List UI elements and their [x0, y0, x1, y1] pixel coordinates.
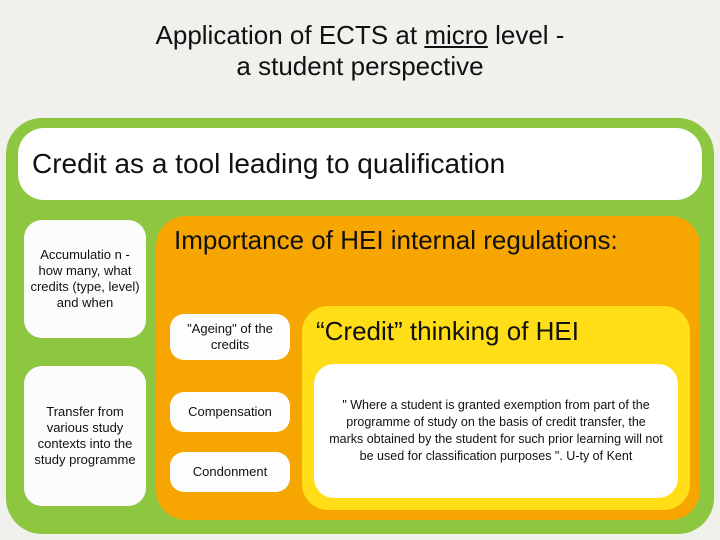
- ageing-text: "Ageing" of the credits: [176, 321, 284, 352]
- compensation-box: Compensation: [170, 392, 290, 432]
- credit-bar-text: Credit as a tool leading to qualificatio…: [32, 148, 505, 180]
- yellow-title: “Credit” thinking of HEI: [302, 306, 690, 347]
- title-post: level -: [488, 20, 565, 50]
- slide-title: Application of ECTS at micro level - a s…: [0, 0, 720, 92]
- orange-panel: Importance of HEI internal regulations: …: [156, 216, 700, 520]
- quote-text: " Where a student is granted exemption f…: [328, 397, 664, 465]
- transfer-text: Transfer from various study contexts int…: [30, 404, 140, 469]
- yellow-panel: “Credit” thinking of HEI " Where a stude…: [302, 306, 690, 510]
- title-line2: a student perspective: [236, 51, 483, 81]
- orange-title: Importance of HEI internal regulations:: [174, 226, 682, 256]
- condonment-box: Condonment: [170, 452, 290, 492]
- accumulation-text: Accumulatio n - how many, what credits (…: [30, 247, 140, 312]
- transfer-box: Transfer from various study contexts int…: [24, 366, 146, 506]
- ageing-box: "Ageing" of the credits: [170, 314, 290, 360]
- condonment-text: Condonment: [193, 464, 267, 480]
- compensation-text: Compensation: [188, 404, 272, 420]
- title-pre: Application of ECTS at: [156, 20, 425, 50]
- quote-box: " Where a student is granted exemption f…: [314, 364, 678, 498]
- title-underlined: micro: [424, 20, 488, 50]
- accumulation-box: Accumulatio n - how many, what credits (…: [24, 220, 146, 338]
- green-panel: Credit as a tool leading to qualificatio…: [6, 118, 714, 534]
- credit-bar: Credit as a tool leading to qualificatio…: [18, 128, 702, 200]
